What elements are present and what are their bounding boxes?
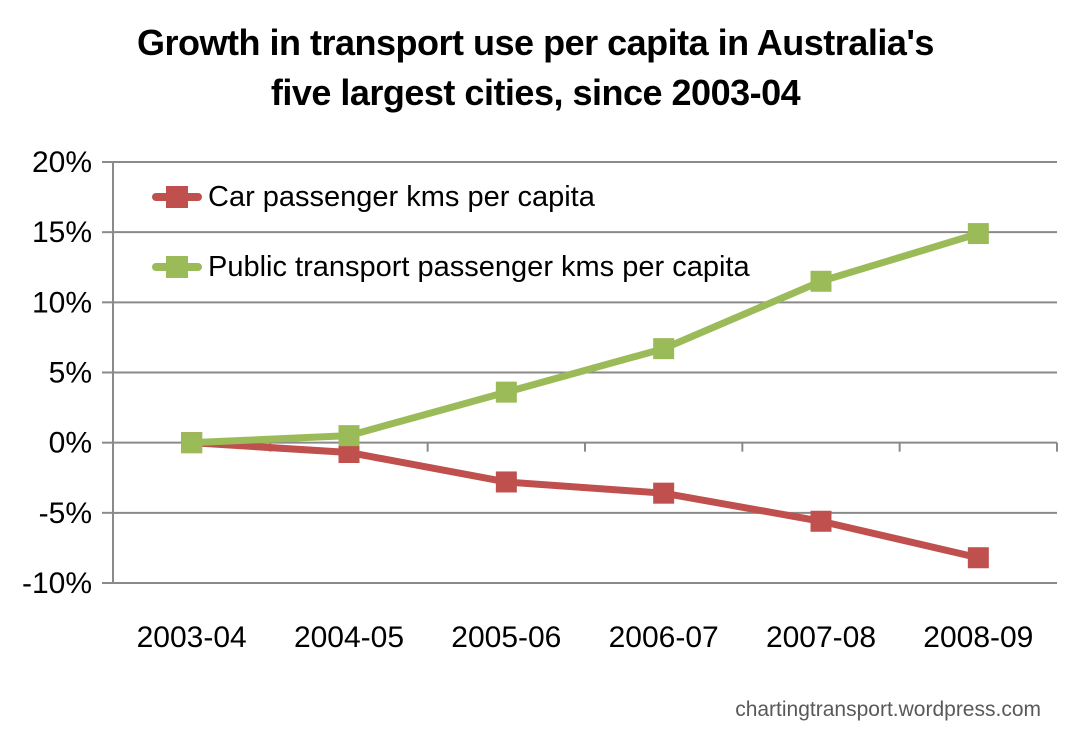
y-tick-label: 5% bbox=[49, 357, 92, 390]
car-series-square-icon bbox=[166, 186, 188, 208]
data-point-marker bbox=[967, 223, 989, 245]
watermark-credit: chartingtransport.wordpress.com bbox=[735, 698, 1041, 721]
x-tick-label: 2007-08 bbox=[766, 621, 876, 654]
data-point-marker bbox=[495, 471, 517, 493]
y-tick-label: 0% bbox=[49, 427, 92, 460]
y-tick-label: -10% bbox=[22, 567, 92, 600]
public-transport-series-square-icon bbox=[166, 256, 188, 278]
chart-title: Growth in transport use per capita in Au… bbox=[0, 18, 1071, 118]
chart-title-line-1: Growth in transport use per capita in Au… bbox=[137, 22, 934, 63]
y-tick-label: 10% bbox=[32, 286, 92, 319]
data-point-marker bbox=[810, 510, 832, 532]
legend-label-public-transport: Public transport passenger kms per capit… bbox=[208, 250, 750, 283]
x-tick-label: 2008-09 bbox=[923, 621, 1033, 654]
x-tick-label: 2006-07 bbox=[609, 621, 719, 654]
data-point-marker bbox=[495, 381, 517, 403]
series-line-0 bbox=[188, 439, 982, 562]
x-tick-label: 2005-06 bbox=[451, 621, 561, 654]
series-line-1 bbox=[188, 230, 982, 447]
y-tick-label: -5% bbox=[39, 497, 92, 530]
legend: Car passenger kms per capita Public tran… bbox=[152, 181, 750, 283]
data-point-marker bbox=[810, 270, 832, 292]
chart-title-line-2: five largest cities, since 2003-04 bbox=[270, 72, 801, 113]
data-point-marker bbox=[338, 425, 360, 447]
x-tick-label: 2003-04 bbox=[137, 621, 247, 654]
y-tick-label: 20% bbox=[32, 146, 92, 179]
data-point-marker bbox=[653, 482, 675, 504]
public-transport-series-marker-icon bbox=[152, 256, 202, 278]
legend-item-car: Car passenger kms per capita bbox=[152, 181, 750, 213]
car-series-marker-icon bbox=[152, 186, 202, 208]
data-point-marker bbox=[653, 338, 675, 360]
x-tick-label: 2004-05 bbox=[294, 621, 404, 654]
data-point-marker bbox=[181, 432, 203, 454]
legend-label-car: Car passenger kms per capita bbox=[208, 180, 595, 213]
y-tick-label: 15% bbox=[32, 216, 92, 249]
data-point-marker bbox=[338, 441, 360, 463]
data-point-marker bbox=[967, 547, 989, 569]
legend-item-public-transport: Public transport passenger kms per capit… bbox=[152, 251, 750, 283]
